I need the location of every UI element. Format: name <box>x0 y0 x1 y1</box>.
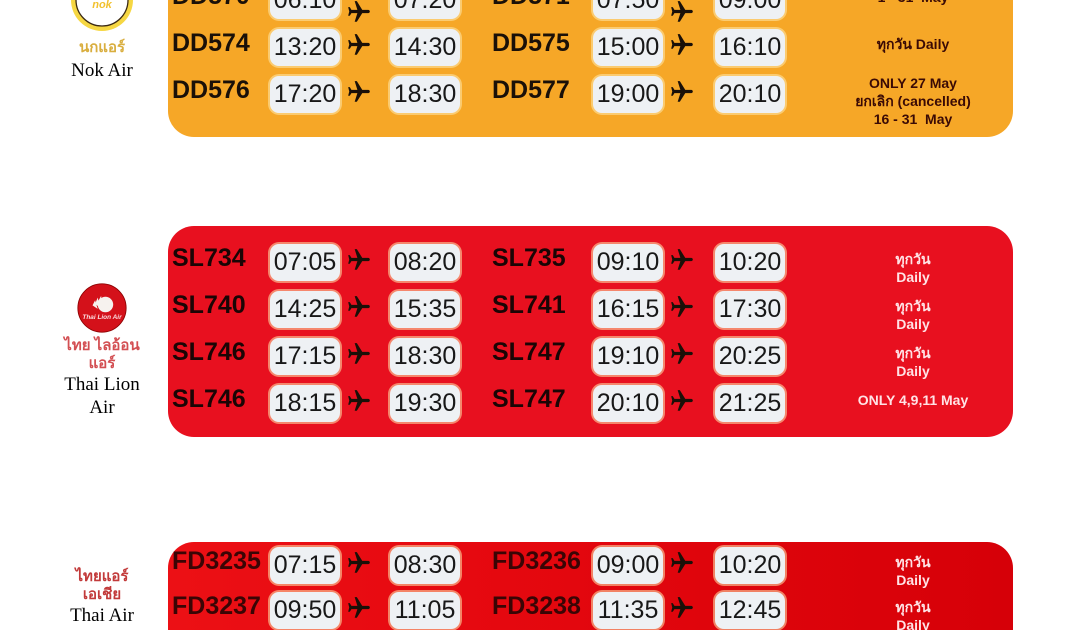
svg-text:nok: nok <box>92 0 112 11</box>
svg-text:Thai Lion Air: Thai Lion Air <box>82 314 122 321</box>
